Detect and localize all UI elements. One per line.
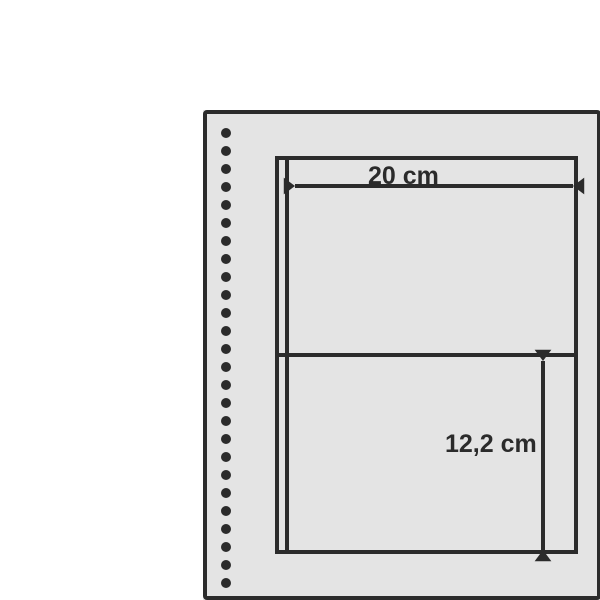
binder-hole: [221, 362, 231, 372]
binder-hole: [221, 326, 231, 336]
binder-hole: [221, 272, 231, 282]
album-page: 20 cm 12,2 cm: [203, 110, 600, 600]
binder-hole: [221, 434, 231, 444]
binder-hole: [221, 560, 231, 570]
binder-hole: [221, 398, 231, 408]
binder-hole: [221, 524, 231, 534]
binder-hole: [221, 164, 231, 174]
binder-hole: [221, 146, 231, 156]
binder-hole: [221, 416, 231, 426]
binder-hole: [221, 344, 231, 354]
binder-hole: [221, 488, 231, 498]
binder-hole: [221, 254, 231, 264]
pocket-divider: [279, 353, 576, 357]
binder-hole: [221, 578, 231, 588]
binder-hole: [221, 218, 231, 228]
binder-hole: [221, 182, 231, 192]
binder-hole: [221, 128, 231, 138]
binder-hole: [221, 542, 231, 552]
binder-hole: [221, 200, 231, 210]
binder-hole: [221, 470, 231, 480]
binder-hole: [221, 308, 231, 318]
binder-hole: [221, 290, 231, 300]
height-label: 12,2 cm: [445, 430, 537, 459]
binder-hole: [221, 236, 231, 246]
binder-hole: [221, 506, 231, 516]
binder-hole: [221, 452, 231, 462]
binder-hole: [221, 380, 231, 390]
width-label: 20 cm: [368, 162, 439, 191]
